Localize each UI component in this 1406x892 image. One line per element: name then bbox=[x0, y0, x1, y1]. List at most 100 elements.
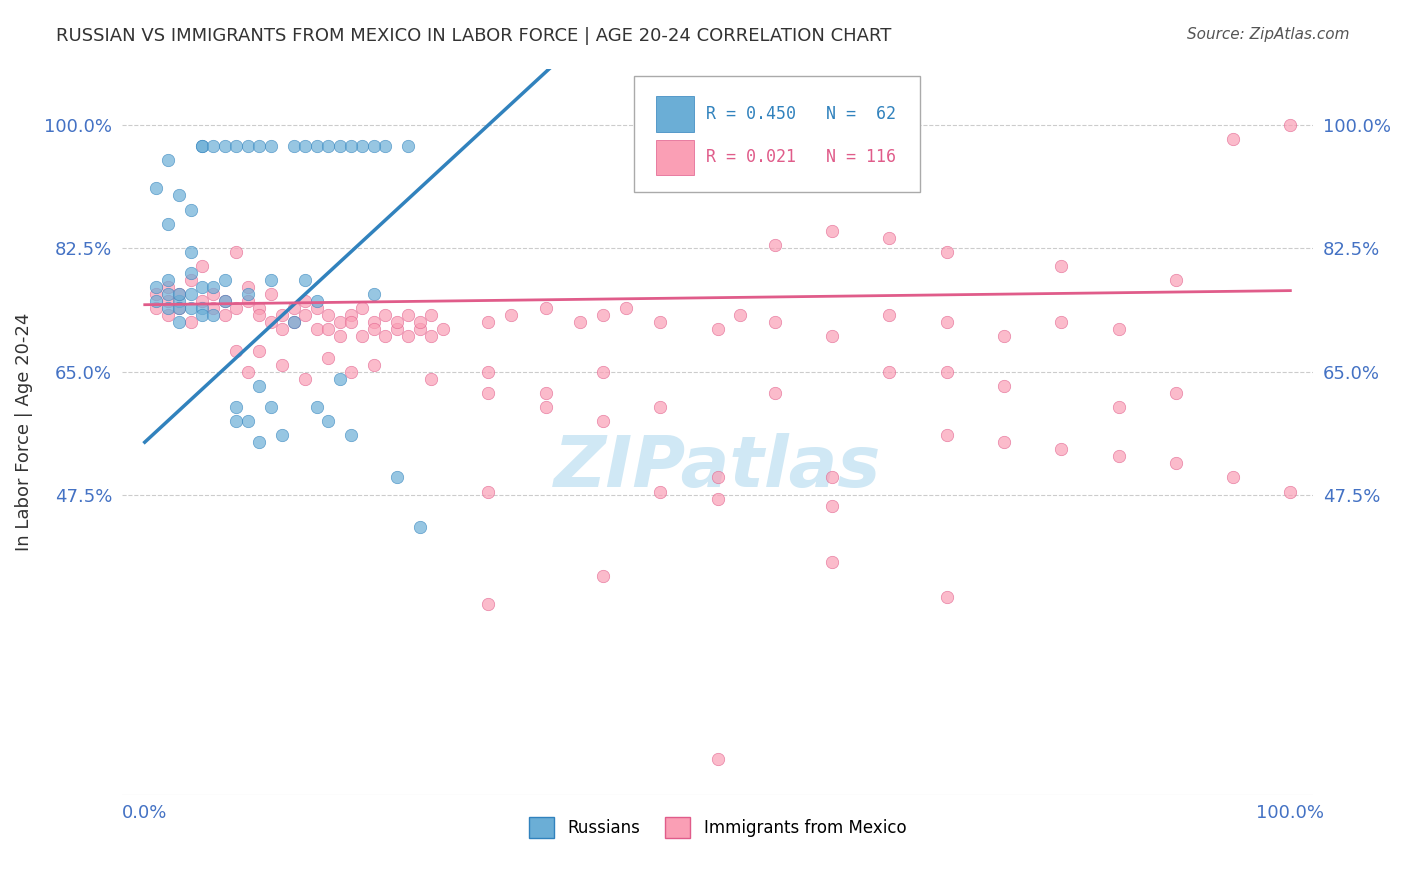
Point bbox=[374, 139, 396, 153]
Point bbox=[156, 273, 179, 287]
Point bbox=[1279, 118, 1302, 132]
Point bbox=[145, 181, 167, 195]
Point bbox=[363, 287, 385, 301]
Point bbox=[247, 343, 270, 358]
Point bbox=[763, 385, 786, 400]
Point bbox=[156, 280, 179, 294]
Point bbox=[271, 428, 294, 442]
Point bbox=[1050, 259, 1073, 273]
Point bbox=[340, 428, 363, 442]
Point bbox=[340, 308, 363, 322]
Point bbox=[409, 322, 432, 336]
Point bbox=[374, 329, 396, 343]
Point bbox=[363, 358, 385, 372]
Point bbox=[225, 414, 247, 428]
Point bbox=[225, 244, 247, 259]
Point bbox=[294, 273, 316, 287]
Point bbox=[214, 294, 236, 309]
Point bbox=[260, 287, 283, 301]
Point bbox=[1164, 273, 1187, 287]
Point bbox=[191, 308, 214, 322]
Point bbox=[592, 365, 614, 379]
Point bbox=[271, 308, 294, 322]
Point bbox=[180, 273, 202, 287]
Point bbox=[236, 139, 259, 153]
Point bbox=[202, 301, 225, 316]
Point bbox=[260, 400, 283, 414]
Point bbox=[650, 484, 672, 499]
Point bbox=[420, 308, 443, 322]
Point bbox=[167, 188, 190, 202]
Point bbox=[271, 322, 294, 336]
Point bbox=[167, 301, 190, 316]
Point bbox=[650, 315, 672, 329]
Point bbox=[763, 237, 786, 252]
Point bbox=[1222, 132, 1244, 146]
Text: Source: ZipAtlas.com: Source: ZipAtlas.com bbox=[1187, 27, 1350, 42]
Point bbox=[167, 315, 190, 329]
Point bbox=[396, 308, 419, 322]
Point bbox=[247, 139, 270, 153]
Point bbox=[167, 294, 190, 309]
Point bbox=[180, 266, 202, 280]
Point bbox=[225, 139, 247, 153]
Point bbox=[294, 139, 316, 153]
Point bbox=[352, 329, 374, 343]
Point bbox=[477, 365, 499, 379]
Point bbox=[328, 315, 350, 329]
Point bbox=[247, 308, 270, 322]
Point bbox=[432, 322, 454, 336]
Point bbox=[316, 351, 339, 365]
Point bbox=[534, 385, 557, 400]
Point bbox=[191, 301, 214, 316]
Point bbox=[706, 470, 728, 484]
Point bbox=[294, 294, 316, 309]
Point bbox=[180, 244, 202, 259]
Point bbox=[363, 322, 385, 336]
Point bbox=[328, 329, 350, 343]
Point bbox=[214, 273, 236, 287]
Point bbox=[614, 301, 637, 316]
Point bbox=[821, 329, 844, 343]
Point bbox=[316, 308, 339, 322]
Point bbox=[396, 329, 419, 343]
Point bbox=[145, 301, 167, 316]
Point bbox=[821, 555, 844, 569]
Point bbox=[592, 414, 614, 428]
Point bbox=[569, 315, 592, 329]
Point bbox=[879, 231, 901, 245]
Point bbox=[236, 414, 259, 428]
Point bbox=[305, 139, 328, 153]
Point bbox=[821, 470, 844, 484]
FancyBboxPatch shape bbox=[655, 140, 693, 175]
Point bbox=[935, 591, 957, 605]
Point bbox=[305, 400, 328, 414]
Point bbox=[156, 153, 179, 168]
Point bbox=[879, 308, 901, 322]
Point bbox=[340, 365, 363, 379]
Point bbox=[328, 372, 350, 386]
Point bbox=[202, 308, 225, 322]
Point bbox=[247, 301, 270, 316]
Point bbox=[935, 244, 957, 259]
Point bbox=[294, 308, 316, 322]
Point bbox=[363, 139, 385, 153]
Point bbox=[993, 435, 1015, 450]
Point bbox=[191, 280, 214, 294]
Point bbox=[374, 308, 396, 322]
Point bbox=[191, 139, 214, 153]
Point bbox=[879, 365, 901, 379]
Point bbox=[156, 217, 179, 231]
Point bbox=[202, 139, 225, 153]
Point bbox=[385, 470, 408, 484]
Point bbox=[477, 598, 499, 612]
Point bbox=[316, 322, 339, 336]
Text: R = 0.021   N = 116: R = 0.021 N = 116 bbox=[706, 148, 896, 166]
Point bbox=[247, 378, 270, 392]
Text: R = 0.450   N =  62: R = 0.450 N = 62 bbox=[706, 104, 896, 122]
Point bbox=[821, 224, 844, 238]
Point bbox=[935, 365, 957, 379]
Point bbox=[534, 301, 557, 316]
Point bbox=[409, 315, 432, 329]
FancyBboxPatch shape bbox=[655, 96, 693, 132]
